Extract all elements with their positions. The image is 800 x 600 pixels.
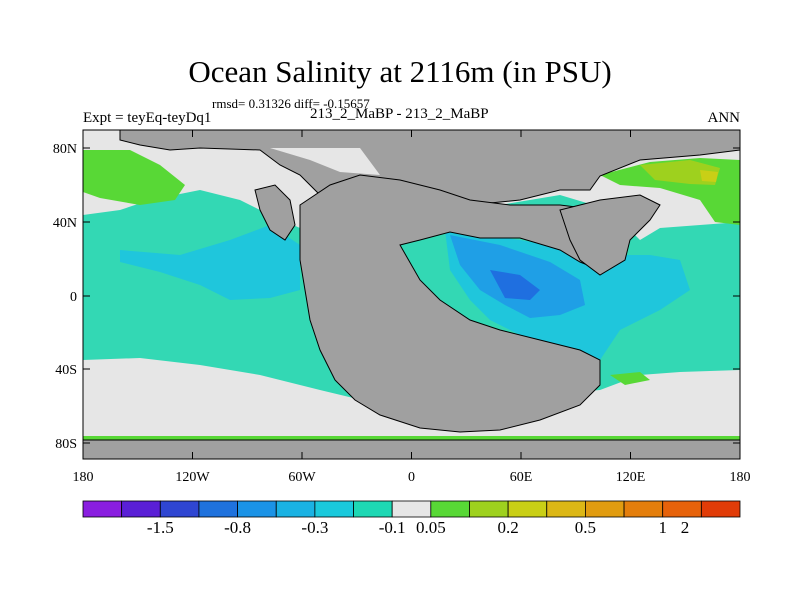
- case-label: 213_2_MaBP - 213_2_MaBP: [310, 106, 489, 122]
- south-green-band: [83, 436, 740, 442]
- experiment-label: Expt = teyEq-teyDq1: [83, 110, 212, 126]
- colorbar-label: -0.1: [379, 518, 406, 537]
- colorbar-swatch: [275, 500, 316, 518]
- colorbar-swatch: [585, 500, 625, 518]
- colorbar-swatch: [159, 500, 200, 518]
- colorbar-label: 0.05: [416, 518, 446, 537]
- x-axis: 180 120W 60W 0 60E 120E 180: [73, 130, 751, 485]
- south-neutral-region: [83, 358, 740, 440]
- colorbar-label: 0.5: [575, 518, 596, 537]
- land-west-coast: [254, 184, 296, 241]
- north-east-yellow: [700, 170, 718, 182]
- x-tick-label: 120E: [616, 470, 646, 485]
- colorbar-label: -0.3: [301, 518, 328, 537]
- x-tick-label: 60W: [288, 470, 316, 485]
- y-tick-label: 0: [70, 290, 77, 305]
- colorbar: -1.5 -0.8 -0.3 -0.1 0.05 0.2 0.5 1 2: [82, 500, 741, 537]
- land-northwest-neutral: [270, 148, 380, 175]
- stats-label: rmsd= 0.31326 diff= -0.15657: [212, 96, 370, 111]
- x-tick-label: 120W: [175, 470, 210, 485]
- x-tick-label: 0: [408, 470, 415, 485]
- colorbar-swatch: [430, 500, 470, 518]
- map-title: Ocean Salinity at 2116m (in PSU): [188, 54, 612, 89]
- y-axis: 80N 40N 0 40S 80S: [53, 142, 740, 452]
- colorbar-swatch: [198, 500, 238, 518]
- colorbar-swatch: [469, 500, 509, 518]
- colorbar-swatch: [546, 500, 586, 518]
- y-tick-label: 40S: [55, 363, 77, 378]
- x-tick-label: 180: [73, 470, 94, 485]
- north-pacific-green: [83, 150, 185, 205]
- map-field: [83, 130, 740, 459]
- colorbar-swatch: [121, 500, 161, 518]
- colorbar-swatch: [623, 500, 664, 518]
- colorbar-swatch: [314, 500, 354, 518]
- pacific-cyan-region: [120, 225, 300, 300]
- y-tick-label: 40N: [53, 216, 77, 231]
- season-label: ANN: [707, 110, 741, 126]
- colorbar-label: -0.8: [224, 518, 251, 537]
- colorbar-label: 0.2: [497, 518, 518, 537]
- y-tick-label: 80N: [53, 142, 77, 157]
- land-east: [559, 194, 661, 276]
- indian-green-patch: [610, 372, 650, 385]
- colorbar-swatch: [82, 500, 123, 518]
- x-tick-label: 60E: [510, 470, 533, 485]
- colorbar-swatch: [700, 500, 741, 518]
- y-tick-label: 80S: [55, 437, 77, 452]
- indian-mid-blue-region: [490, 270, 540, 300]
- colorbar-swatch: [353, 500, 393, 518]
- x-tick-label: 180: [730, 470, 751, 485]
- colorbar-label: 1: [658, 518, 667, 537]
- land-main-continent: [299, 174, 631, 433]
- colorbar-swatch: [391, 500, 432, 518]
- colorbar-swatch: [237, 500, 277, 518]
- colorbar-label: -1.5: [147, 518, 174, 537]
- colorbar-swatch: [662, 500, 702, 518]
- colorbar-label: 2: [681, 518, 690, 537]
- colorbar-swatch: [507, 500, 548, 518]
- north-east-yellowgreen: [640, 160, 720, 185]
- land-antarctica: [83, 439, 740, 459]
